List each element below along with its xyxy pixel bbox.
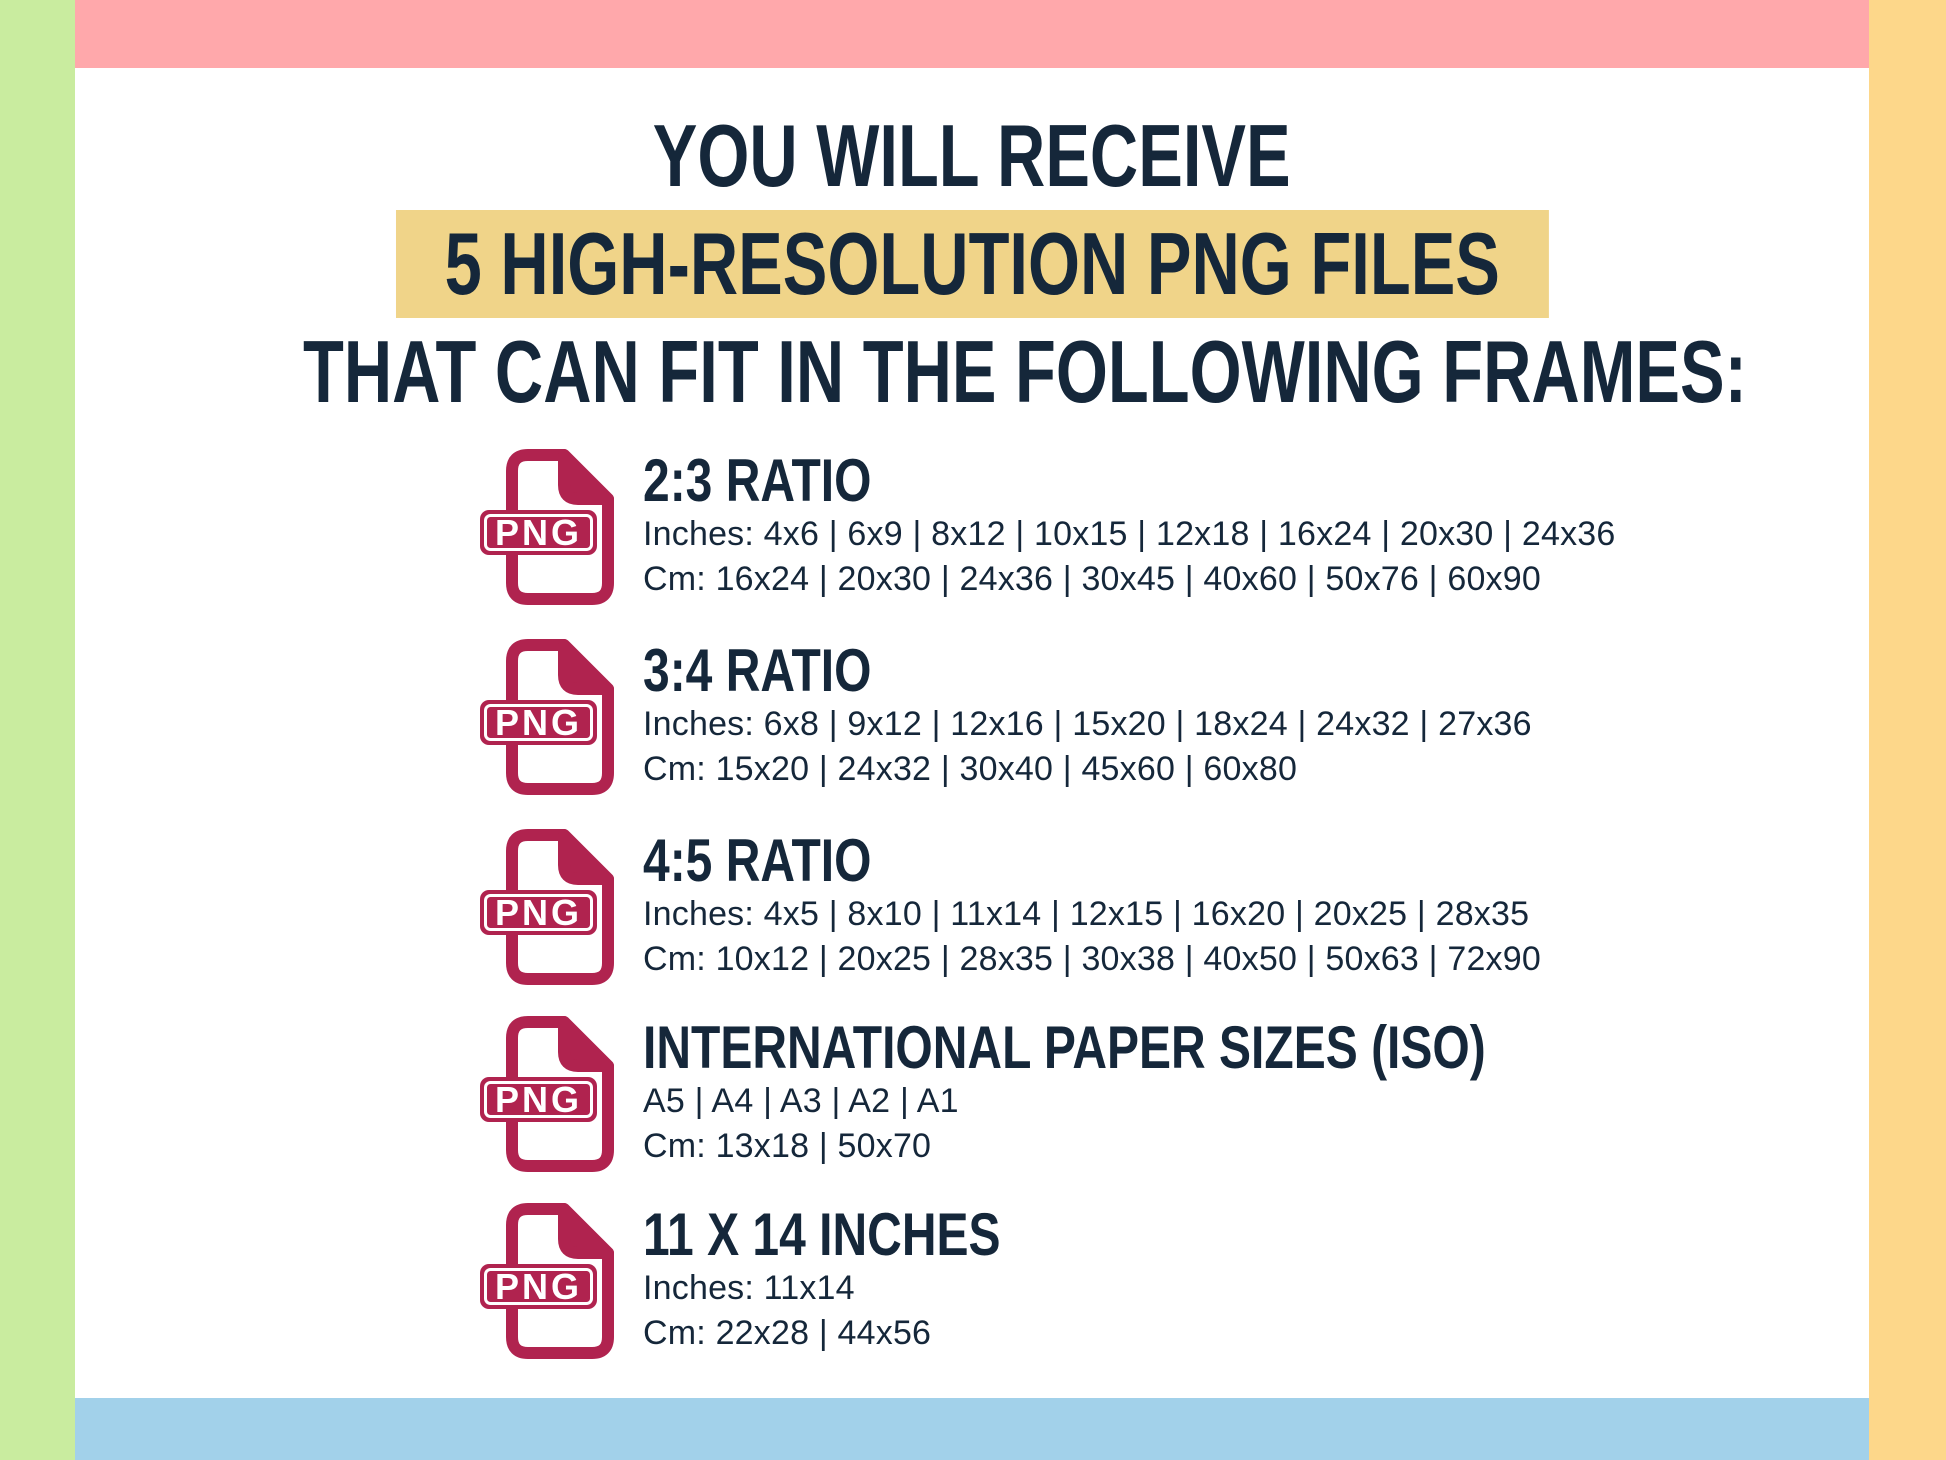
bottom-border-bar — [75, 1398, 1869, 1460]
png-file-icon — [480, 828, 617, 986]
sizes-cm-line: Cm: 13x18 | 50x70 — [643, 1127, 932, 1165]
row-ratio-2-3: 2:3 RATIO Inches: 4x6 | 6x9 | 8x12 | 10x… — [480, 448, 1860, 610]
png-file-icon — [480, 1202, 617, 1360]
format-heading: INTERNATIONAL PAPER SIZES (ISO) — [643, 1014, 1486, 1081]
format-heading: 11 X 14 INCHES — [643, 1201, 1001, 1268]
sizes-inches-line: Inches: 6x8 | 9x12 | 12x16 | 15x20 | 18x… — [643, 705, 1532, 743]
row-text-block: 2:3 RATIO Inches: 4x6 | 6x9 | 8x12 | 10x… — [643, 448, 1860, 602]
top-border-bar — [75, 0, 1869, 68]
row-iso-paper-sizes: INTERNATIONAL PAPER SIZES (ISO) A5 | A4 … — [480, 1015, 1860, 1177]
sizes-cm-line: Cm: 10x12 | 20x25 | 28x35 | 30x38 | 40x5… — [643, 940, 1541, 978]
sizes-cm-line: Cm: 16x24 | 20x30 | 24x36 | 30x45 | 40x6… — [643, 560, 1541, 598]
sizes-inches-line: Inches: 11x14 — [643, 1269, 855, 1307]
png-file-icon — [480, 448, 617, 606]
row-ratio-4-5: 4:5 RATIO Inches: 4x5 | 8x10 | 11x14 | 1… — [480, 828, 1860, 990]
format-heading: 3:4 RATIO — [643, 637, 872, 704]
sizes-inches-line: A5 | A4 | A3 | A2 | A1 — [643, 1082, 959, 1120]
format-heading: 2:3 RATIO — [643, 447, 872, 514]
sizes-cm-line: Cm: 22x28 | 44x56 — [643, 1314, 932, 1352]
row-text-block: 3:4 RATIO Inches: 6x8 | 9x12 | 12x16 | 1… — [643, 638, 1860, 792]
left-border-strip — [0, 0, 75, 1460]
row-11x14-inches: 11 X 14 INCHES Inches: 11x14 Cm: 22x28 |… — [480, 1202, 1860, 1364]
row-ratio-3-4: 3:4 RATIO Inches: 6x8 | 9x12 | 12x16 | 1… — [480, 638, 1860, 800]
content-area: YOU WILL RECEIVE 5 HIGH-RESOLUTION PNG F… — [75, 68, 1869, 1398]
row-text-block: 4:5 RATIO Inches: 4x5 | 8x10 | 11x14 | 1… — [643, 828, 1860, 982]
sizes-cm-line: Cm: 15x20 | 24x32 | 30x40 | 45x60 | 60x8… — [643, 750, 1298, 788]
row-text-block: INTERNATIONAL PAPER SIZES (ISO) A5 | A4 … — [643, 1015, 1860, 1169]
title-line-3: THAT CAN FIT IN THE FOLLOWING FRAMES: — [75, 318, 1869, 426]
title-block: YOU WILL RECEIVE 5 HIGH-RESOLUTION PNG F… — [75, 102, 1869, 426]
title-line-2: 5 HIGH-RESOLUTION PNG FILES — [75, 210, 1869, 318]
title-text-1: YOU WILL RECEIVE — [653, 106, 1291, 205]
right-border-strip — [1869, 0, 1946, 1460]
title-text-2-highlighted: 5 HIGH-RESOLUTION PNG FILES — [395, 210, 1549, 318]
sizes-inches-line: Inches: 4x6 | 6x9 | 8x12 | 10x15 | 12x18… — [643, 515, 1616, 553]
png-file-icon — [480, 638, 617, 796]
format-heading: 4:5 RATIO — [643, 827, 872, 894]
title-line-1: YOU WILL RECEIVE — [75, 102, 1869, 210]
png-file-icon — [480, 1015, 617, 1173]
title-text-3: THAT CAN FIT IN THE FOLLOWING FRAMES: — [302, 322, 1747, 421]
sizes-inches-line: Inches: 4x5 | 8x10 | 11x14 | 12x15 | 16x… — [643, 895, 1530, 933]
row-text-block: 11 X 14 INCHES Inches: 11x14 Cm: 22x28 |… — [643, 1202, 1860, 1356]
